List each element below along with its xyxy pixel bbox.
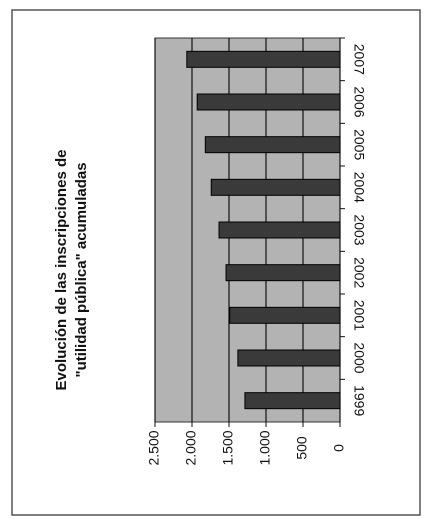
bar	[244, 392, 341, 410]
bar	[237, 349, 341, 367]
bar	[204, 136, 341, 154]
y-tick-label: 2000	[351, 342, 367, 373]
chart-title: Evolución de las inscripciones de	[53, 150, 70, 391]
title-group: Evolución de las inscripciones de "utili…	[53, 150, 90, 391]
y-tick-label: 2006	[351, 86, 367, 117]
bar	[210, 178, 341, 196]
chart-title: "utilidad pública" acumuladas	[73, 162, 90, 377]
x-tick-label: 500	[294, 436, 310, 460]
bar	[196, 93, 341, 111]
y-tick-label: 1999	[351, 385, 367, 416]
bar	[218, 221, 341, 239]
bar	[229, 306, 341, 324]
y-tick-label: 2001	[351, 300, 367, 331]
y-tick-label: 2007	[351, 44, 367, 75]
bar	[186, 50, 341, 68]
x-tick-label: 2.500	[146, 430, 162, 465]
y-tick-label: 2004	[351, 172, 367, 203]
y-tick-label: 2003	[351, 214, 367, 245]
bar	[225, 264, 341, 282]
x-tick-label: 2.000	[183, 430, 199, 465]
y-tick-label: 2005	[351, 129, 367, 160]
x-tick-label: 0	[331, 444, 347, 452]
x-tick-label: 1.500	[220, 430, 236, 465]
y-tick-label: 2002	[351, 257, 367, 288]
x-tick-label: 1.000	[257, 430, 273, 465]
